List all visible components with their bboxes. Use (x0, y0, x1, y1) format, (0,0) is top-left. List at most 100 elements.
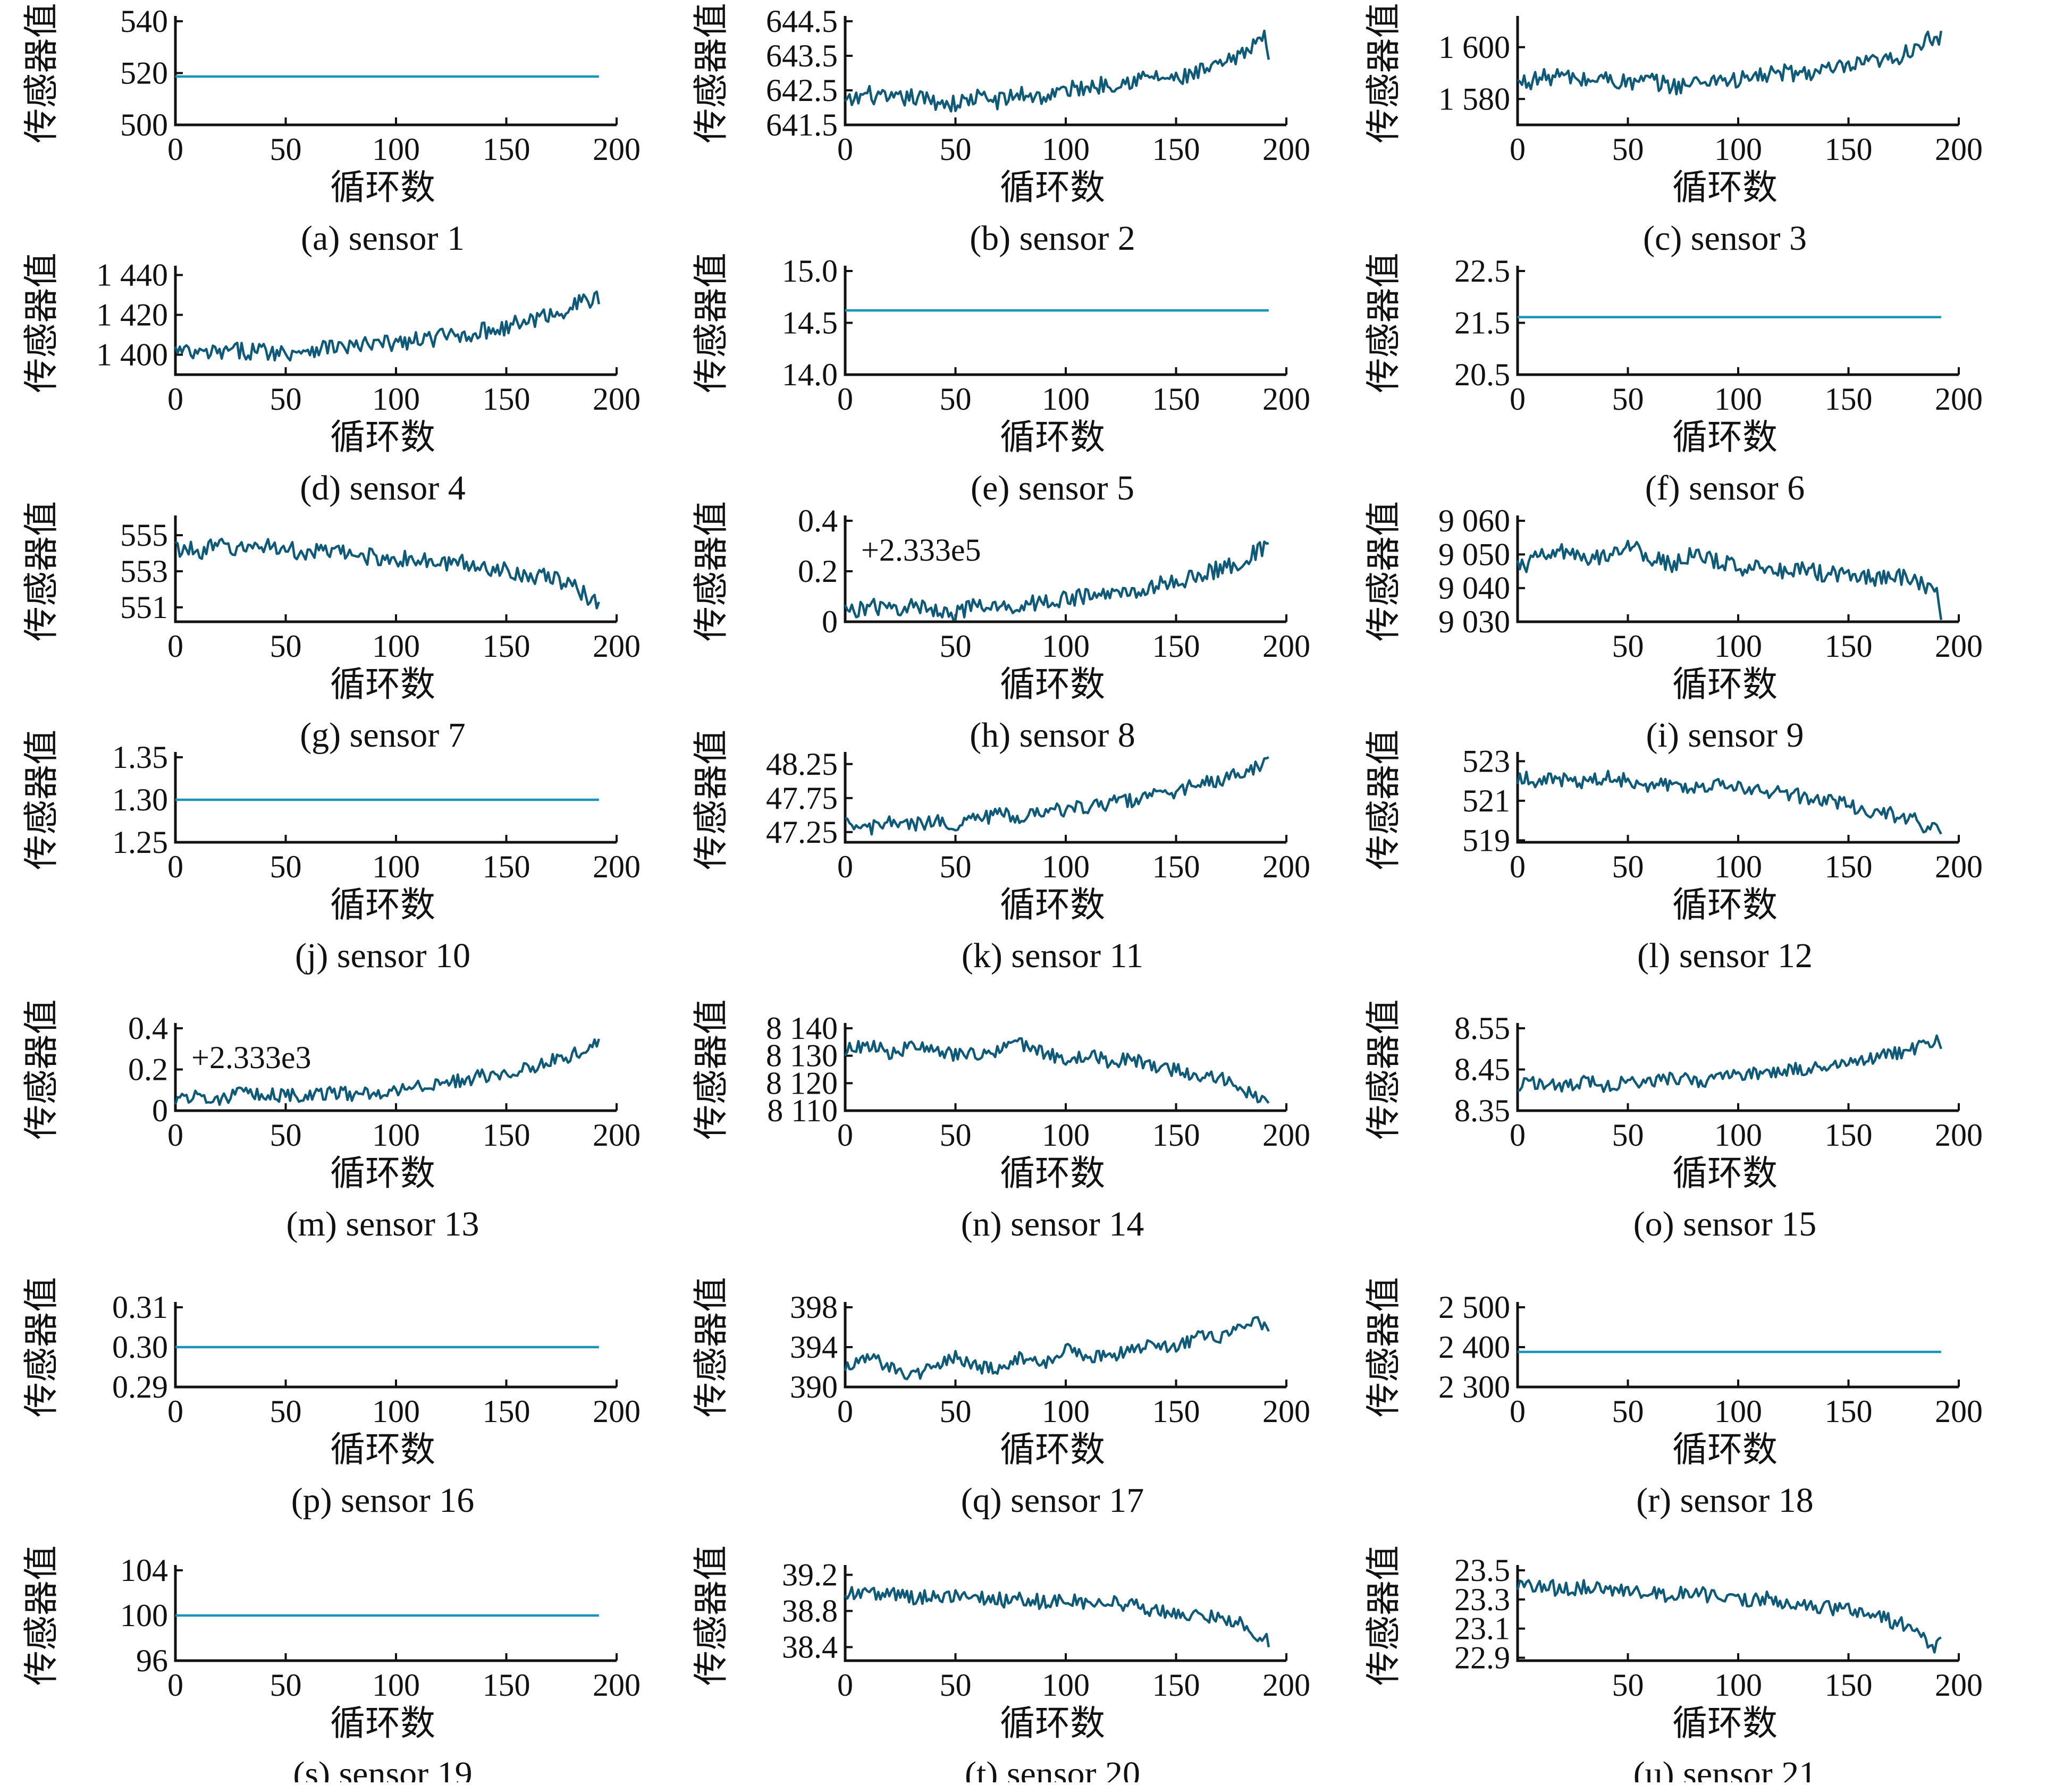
y-tick-label: 2 500 (1438, 1290, 1510, 1325)
x-tick-label: 50 (940, 1668, 972, 1703)
y-tick-label: 8.35 (1454, 1093, 1510, 1128)
x-tick-label: 0 (837, 1118, 853, 1153)
y-axis-label: 传感器值 (22, 730, 61, 870)
axes-frame (174, 1565, 617, 1662)
y-axis-label: 传感器值 (1365, 501, 1403, 641)
x-tick-label: 50 (940, 1118, 972, 1153)
y-tick-label: 551 (120, 590, 168, 625)
x-tick-label: 150 (1825, 1118, 1873, 1153)
x-tick-label: 100 (372, 629, 420, 664)
x-tick-label: 50 (1612, 849, 1644, 884)
y-tick-label: 23.1 (1454, 1611, 1510, 1646)
x-tick-label: 0 (1510, 132, 1526, 167)
series-line-sensor-20 (844, 1586, 1270, 1647)
y-tick-label: 398 (790, 1290, 838, 1325)
subplot-caption: (a) sensor 1 (301, 219, 465, 258)
x-tick-label: 200 (1935, 1668, 1983, 1703)
subplot-caption: (k) sensor 11 (962, 936, 1143, 975)
y-tick-label: 14.5 (782, 306, 838, 341)
x-tick-label: 150 (1152, 1668, 1200, 1703)
subplot-caption: (l) sensor 12 (1637, 936, 1813, 975)
axes-frame (844, 266, 1286, 376)
x-tick-label: 100 (1042, 849, 1090, 884)
x-axis-label: 循环数 (330, 1154, 435, 1193)
y-tick-label: 23.3 (1454, 1582, 1510, 1617)
x-axis-label: 循环数 (1672, 1431, 1778, 1469)
y-tick-label: 104 (120, 1553, 168, 1588)
x-tick-label: 200 (593, 132, 641, 167)
y-tick-label: 0.31 (112, 1290, 168, 1325)
x-tick-label: 200 (1935, 1394, 1983, 1429)
x-tick-label: 150 (1152, 1118, 1200, 1153)
x-tick-label: 200 (1262, 1668, 1310, 1703)
x-tick-label: 100 (1042, 629, 1090, 664)
x-tick-label: 150 (1825, 132, 1873, 167)
x-tick-label: 0 (837, 849, 853, 884)
x-tick-label: 50 (270, 849, 302, 884)
subplot-caption: (o) sensor 15 (1633, 1205, 1817, 1243)
y-tick-label: 2 400 (1438, 1330, 1510, 1365)
x-tick-label: 150 (483, 629, 530, 664)
x-tick-label: 150 (1152, 132, 1200, 167)
x-tick-label: 50 (940, 132, 972, 167)
y-tick-label: 0.30 (112, 1330, 168, 1365)
x-axis-label: 循环数 (1000, 665, 1105, 704)
x-tick-label: 50 (1612, 382, 1644, 417)
x-tick-label: 150 (1825, 382, 1873, 417)
x-tick-label: 50 (940, 382, 972, 417)
x-tick-label: 150 (1825, 1668, 1873, 1703)
x-tick-label: 200 (593, 1394, 641, 1429)
y-tick-label: 1 420 (96, 298, 168, 333)
x-tick-label: 0 (1510, 382, 1526, 417)
x-tick-label: 200 (1262, 849, 1310, 884)
subplot-caption: (m) sensor 13 (287, 1205, 479, 1243)
x-tick-label: 50 (270, 1394, 302, 1429)
y-tick-label: 38.4 (782, 1630, 838, 1665)
y-tick-label: 100 (120, 1598, 168, 1633)
x-axis-label: 循环数 (1000, 1704, 1105, 1743)
x-tick-label: 0 (167, 1394, 183, 1429)
series-line-sensor-3 (1517, 30, 1943, 96)
y-axis-label: 传感器值 (1365, 1545, 1403, 1686)
x-tick-label: 100 (1042, 1668, 1090, 1703)
x-tick-label: 50 (1612, 629, 1644, 664)
x-tick-label: 100 (372, 849, 420, 884)
subplot-caption: (g) sensor 7 (300, 716, 466, 755)
x-tick-label: 100 (1714, 382, 1762, 417)
y-tick-label: 38.8 (782, 1594, 838, 1629)
x-tick-label: 100 (1714, 132, 1762, 167)
x-tick-label: 0 (167, 382, 183, 417)
y-axis-label: 传感器值 (22, 1545, 61, 1686)
x-tick-label: 0 (1510, 1394, 1526, 1429)
y-axis-label: 传感器值 (22, 253, 61, 393)
x-tick-label: 150 (483, 1668, 530, 1703)
y-tick-label: 20.5 (1454, 357, 1510, 392)
y-tick-label: 8.55 (1454, 1011, 1510, 1046)
x-axis-label: 循环数 (1672, 886, 1778, 925)
x-tick-label: 0 (167, 849, 183, 884)
x-tick-label: 200 (593, 1118, 641, 1153)
y-tick-label: 9 030 (1438, 604, 1510, 639)
x-tick-label: 0 (167, 132, 183, 167)
y-tick-label: 1.35 (112, 740, 168, 775)
y-tick-label: 0.2 (128, 1052, 168, 1087)
x-tick-label: 50 (940, 849, 972, 884)
subplot-caption: (r) sensor 18 (1636, 1481, 1814, 1520)
axes-frame (174, 515, 617, 623)
x-tick-label: 200 (1262, 629, 1310, 664)
y-tick-label: 8 120 (766, 1065, 838, 1101)
x-tick-label: 50 (940, 629, 972, 664)
x-tick-label: 100 (1714, 849, 1762, 884)
x-tick-label: 150 (483, 1394, 530, 1429)
series-line-sensor-8 (844, 540, 1269, 621)
x-tick-label: 0 (1510, 849, 1526, 884)
y-axis-label: 传感器值 (22, 1000, 61, 1140)
y-tick-label: 1 440 (96, 258, 168, 293)
x-tick-label: 200 (593, 849, 641, 884)
